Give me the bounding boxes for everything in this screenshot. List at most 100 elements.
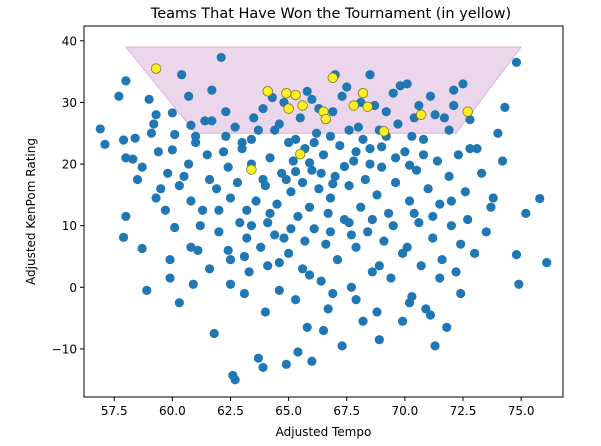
team-point [390, 153, 401, 163]
team-point [253, 353, 263, 363]
team-point [302, 322, 312, 332]
team-point [430, 341, 440, 351]
team-point [442, 322, 452, 332]
team-point [384, 208, 394, 218]
y-axis-title: Adjusted KenPom Rating [24, 138, 38, 285]
team-point [344, 181, 354, 191]
team-point [404, 298, 415, 308]
team-point [374, 261, 384, 271]
team-point [316, 168, 326, 178]
team-point [418, 150, 429, 160]
team-point [207, 85, 217, 95]
team-point [481, 227, 491, 237]
team-point [249, 113, 259, 123]
team-point [295, 113, 305, 123]
team-point [170, 222, 180, 233]
team-point [367, 267, 377, 277]
team-point [290, 295, 301, 305]
winner-points-series [150, 63, 473, 175]
team-point [393, 119, 403, 129]
team-point [218, 147, 229, 157]
team-point [339, 161, 350, 172]
team-point [142, 285, 152, 295]
team-point [353, 122, 363, 132]
team-point [204, 174, 215, 185]
team-point [214, 205, 224, 215]
team-point [344, 217, 354, 228]
plot-frame [83, 25, 564, 398]
team-point [307, 165, 317, 175]
x-axis: 57.5 60.0 62.5 65.0 67.5 70.0 72.5 75.0 [101, 397, 535, 418]
team-point [130, 133, 140, 143]
team-point [477, 168, 487, 178]
team-point [314, 184, 324, 194]
team-point [390, 177, 401, 188]
team-point [297, 264, 308, 274]
team-point [486, 202, 496, 212]
team-point [304, 270, 315, 280]
team-point [156, 184, 166, 194]
team-point [437, 254, 447, 265]
team-point [377, 162, 387, 172]
team-point [144, 94, 154, 104]
team-point [395, 81, 405, 91]
team-point [281, 359, 291, 369]
y-tick-label: 30 [62, 96, 77, 110]
x-tick-label: 75.0 [508, 404, 535, 418]
team-point [349, 156, 359, 166]
winner-point [297, 100, 308, 111]
winner-point [378, 126, 390, 137]
team-point [318, 325, 329, 336]
team-point [216, 52, 226, 63]
team-point [230, 375, 240, 385]
team-point [293, 347, 303, 357]
y-tick-label: −10 [52, 342, 77, 356]
team-point [274, 258, 284, 268]
team-point [521, 208, 531, 218]
team-point [318, 150, 329, 160]
team-point [256, 242, 266, 252]
team-point [202, 150, 212, 160]
x-tick-label: 65.0 [275, 404, 302, 418]
y-tick-label: 0 [69, 281, 77, 295]
team-point [356, 202, 366, 212]
team-point [146, 128, 157, 138]
team-point [118, 135, 129, 145]
team-point [121, 211, 131, 222]
team-point [167, 108, 177, 118]
plot-area [95, 46, 552, 385]
team-point [465, 144, 475, 154]
team-point [323, 304, 333, 314]
team-point [151, 110, 161, 120]
team-point [423, 184, 433, 194]
team-point [337, 91, 347, 101]
team-point [351, 147, 361, 157]
team-point [425, 310, 436, 320]
team-point [153, 147, 164, 157]
x-tick-label: 60.0 [159, 404, 186, 418]
team-point [388, 88, 398, 98]
team-point [311, 128, 322, 138]
team-point [328, 107, 338, 117]
team-point [274, 285, 284, 295]
team-point [344, 125, 354, 135]
team-point [372, 307, 382, 317]
team-point [232, 177, 243, 188]
team-point [453, 150, 463, 160]
team-point [511, 57, 522, 67]
team-point [284, 248, 294, 259]
team-point [304, 202, 315, 212]
team-point [186, 242, 196, 252]
team-point [265, 208, 275, 218]
team-point [274, 119, 284, 129]
team-point [346, 282, 357, 292]
team-point [497, 156, 508, 166]
team-point [184, 159, 194, 169]
team-point [425, 91, 436, 101]
team-point [221, 107, 231, 117]
team-point [195, 221, 205, 231]
team-point [286, 187, 296, 197]
team-point [381, 107, 391, 117]
team-point [149, 119, 159, 129]
